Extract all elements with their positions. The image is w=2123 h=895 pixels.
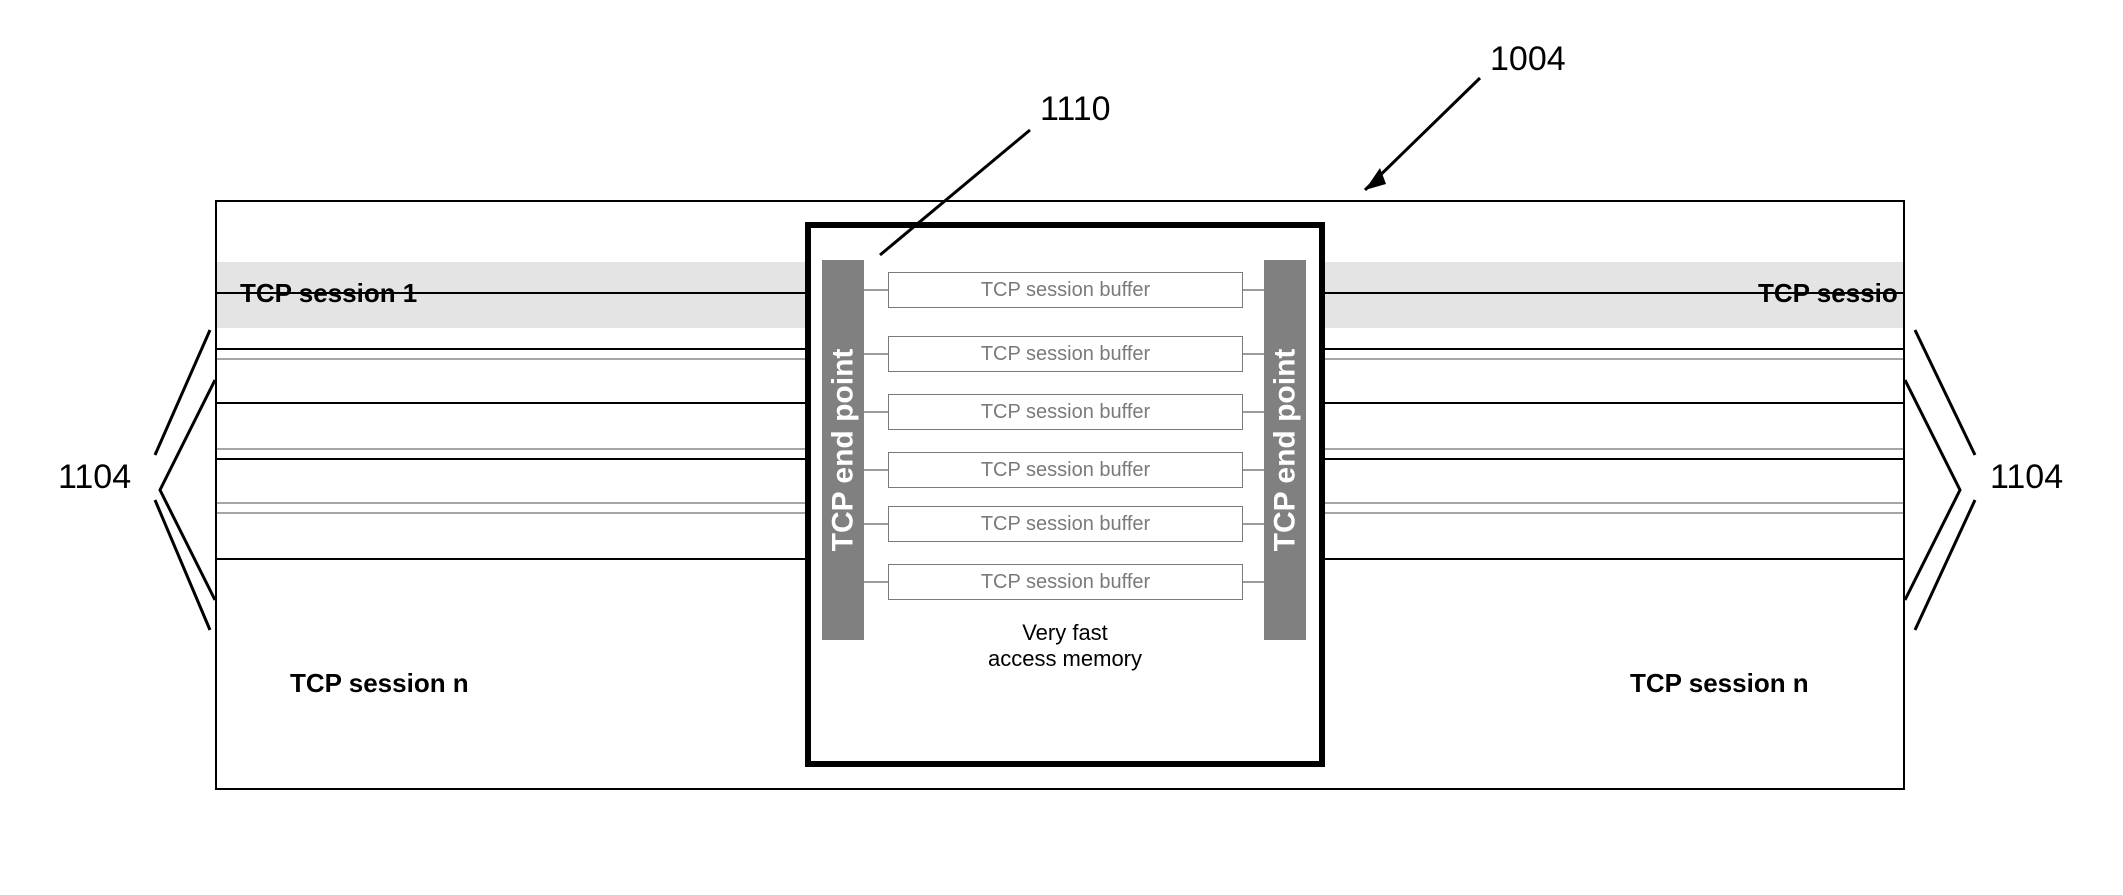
ref-1110: 1110 xyxy=(1040,90,1111,129)
tcp-session-1-left-label: TCP session 1 xyxy=(240,278,417,309)
buffer-box-3: TCP session buffer xyxy=(888,394,1243,430)
buffer-label-3: TCP session buffer xyxy=(981,401,1150,424)
session-line-l-2 xyxy=(217,348,809,350)
memory-caption-l1: Very fast xyxy=(940,620,1190,646)
session-line-l-2b xyxy=(217,358,809,360)
session-line-l-6 xyxy=(217,558,809,560)
tcp-endpoint-left-label: TCP end point xyxy=(826,349,860,552)
buffer-box-2: TCP session buffer xyxy=(888,336,1243,372)
buffer-box-5: TCP session buffer xyxy=(888,506,1243,542)
buffer-box-6: TCP session buffer xyxy=(888,564,1243,600)
memory-caption-l2: access memory xyxy=(940,646,1190,672)
tcp-session-n-right-label: TCP session n xyxy=(1630,668,1809,699)
tcp-endpoint-right-label: TCP end point xyxy=(1268,349,1302,552)
tcp-endpoint-right: TCP end point xyxy=(1264,260,1306,640)
session-line-r-5 xyxy=(1321,502,1903,504)
session-line-l-5 xyxy=(217,502,809,504)
session-line-r-4b xyxy=(1321,458,1903,460)
session-line-r-2 xyxy=(1321,348,1903,350)
buffer-box-1: TCP session buffer xyxy=(888,272,1243,308)
session-line-r-5b xyxy=(1321,512,1903,514)
session-line-r-4 xyxy=(1321,448,1903,450)
buffer-label-4: TCP session buffer xyxy=(981,459,1150,482)
buffer-box-4: TCP session buffer xyxy=(888,452,1243,488)
ref-1004: 1004 xyxy=(1490,40,1566,79)
session-line-r-2b xyxy=(1321,358,1903,360)
buffer-label-6: TCP session buffer xyxy=(981,571,1150,594)
ref-1104-left: 1104 xyxy=(58,458,131,497)
buffer-label-2: TCP session buffer xyxy=(981,343,1150,366)
session-line-l-4 xyxy=(217,448,809,450)
tcp-endpoint-left: TCP end point xyxy=(822,260,864,640)
buffer-label-5: TCP session buffer xyxy=(981,513,1150,536)
session-line-r-6 xyxy=(1321,558,1903,560)
ref-1104-right: 1104 xyxy=(1990,458,2063,497)
memory-caption: Very fast access memory xyxy=(940,620,1190,672)
session-line-r-3 xyxy=(1321,402,1903,404)
session-line-l-3 xyxy=(217,402,809,404)
buffer-label-1: TCP session buffer xyxy=(981,279,1150,302)
session-line-l-5b xyxy=(217,512,809,514)
session-line-l-4b xyxy=(217,458,809,460)
tcp-session-n-left-label: TCP session n xyxy=(290,668,469,699)
tcp-sessio-right-clipped-label: TCP sessio xyxy=(1758,278,1898,309)
